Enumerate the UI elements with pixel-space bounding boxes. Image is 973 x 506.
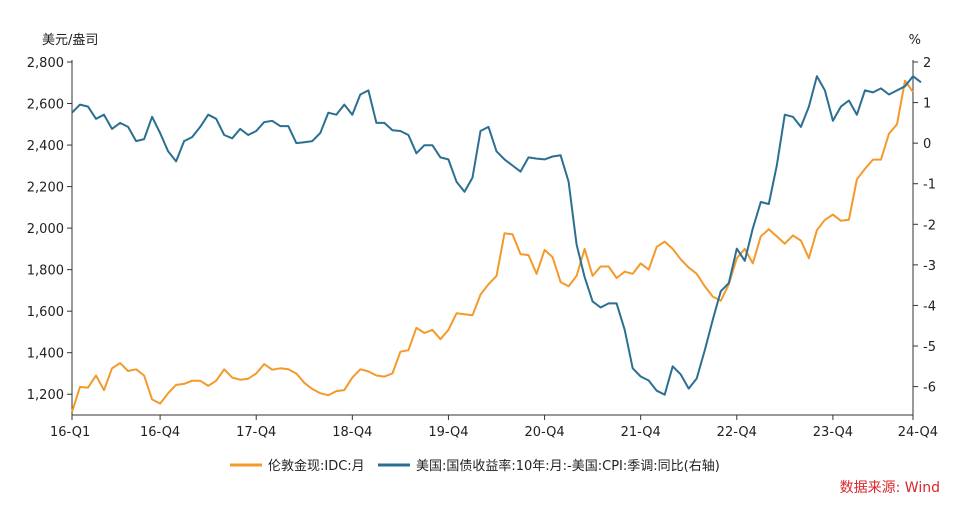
right-axis-unit: % <box>909 33 921 48</box>
x-tick-label: 18-Q4 <box>332 425 372 440</box>
right-tick-label: -5 <box>923 340 936 355</box>
right-tick-label: 1 <box>923 97 931 112</box>
right-tick-label: 0 <box>923 137 931 152</box>
left-tick-label: 2,800 <box>27 56 64 71</box>
chart-axes: 1,200 1,400 1,600 1,800 2,000 2,200 2,400 2,600… <box>27 56 938 440</box>
x-tick-label: 24-Q4 <box>898 425 938 440</box>
x-tick-label: 22-Q4 <box>717 425 757 440</box>
left-tick-label: 1,600 <box>27 305 64 320</box>
series-line-gold <box>71 79 914 413</box>
left-tick-label: 1,200 <box>27 388 64 403</box>
x-tick-label: 20-Q4 <box>524 425 564 440</box>
series-line-yield <box>71 75 922 396</box>
source-note: 数据来源: Wind <box>840 480 940 496</box>
x-tick-label: 16-Q1 <box>50 425 90 440</box>
right-tick-label: -3 <box>923 259 936 274</box>
x-tick-label: 17-Q4 <box>236 425 276 440</box>
x-tick-label: 19-Q4 <box>428 425 468 440</box>
right-tick-label: -6 <box>923 381 936 396</box>
left-tick-label: 2,400 <box>27 139 64 154</box>
left-axis-unit: 美元/盎司 <box>42 33 98 48</box>
chart-series <box>71 75 922 413</box>
right-tick-label: 2 <box>923 56 931 71</box>
right-tick-label: -2 <box>923 218 936 233</box>
x-tick-label: 16-Q4 <box>140 425 180 440</box>
left-tick-label: 1,400 <box>27 347 64 362</box>
x-tick-label: 21-Q4 <box>621 425 661 440</box>
right-tick-label: -1 <box>923 178 936 193</box>
legend-label-gold: 伦敦金现:IDC:月 <box>268 458 365 474</box>
left-tick-label: 2,000 <box>27 222 64 237</box>
left-tick-label: 2,600 <box>27 98 64 113</box>
x-tick-label: 23-Q4 <box>813 425 853 440</box>
legend-label-yield: 美国:国债收益率:10年:月:-美国:CPI:季调:同比(右轴) <box>416 458 720 474</box>
right-tick-label: -4 <box>923 299 936 314</box>
left-tick-label: 2,200 <box>27 181 64 196</box>
left-tick-label: 1,800 <box>27 264 64 279</box>
legend: 伦敦金现:IDC:月 美国:国债收益率:10年:月:-美国:CPI:季调:同比(… <box>230 458 720 474</box>
